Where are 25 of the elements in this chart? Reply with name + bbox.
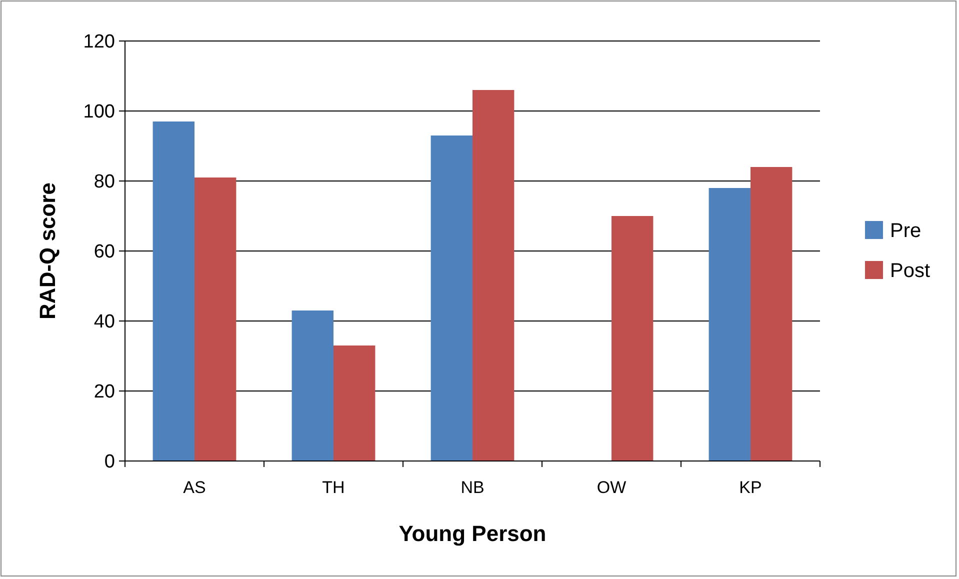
y-tick-label: 80 [94, 172, 115, 193]
bar [194, 178, 236, 461]
y-tick-label: 20 [94, 382, 115, 403]
y-tick-label: 0 [104, 452, 115, 473]
x-tick-label: AS [183, 478, 206, 497]
y-tick-label: 120 [83, 32, 115, 53]
bar [152, 122, 194, 461]
bar [292, 310, 334, 461]
y-axis-title: RAD-Q score [35, 182, 60, 320]
x-tick-label: OW [596, 478, 626, 497]
legend-label: Post [890, 260, 930, 282]
bar [612, 216, 654, 461]
bar [750, 167, 792, 461]
y-tick-label: 60 [94, 242, 115, 263]
x-axis-title: Young Person [398, 521, 546, 546]
x-tick-label: NB [460, 478, 484, 497]
legend-label: Pre [890, 220, 922, 242]
y-tick-label: 100 [83, 102, 115, 123]
bar [472, 90, 514, 461]
bar [334, 346, 376, 461]
x-tick-label: KP [739, 478, 762, 497]
x-tick-label: TH [322, 478, 345, 497]
bar [708, 188, 750, 461]
y-tick-label: 40 [94, 312, 115, 333]
bar [430, 136, 472, 461]
